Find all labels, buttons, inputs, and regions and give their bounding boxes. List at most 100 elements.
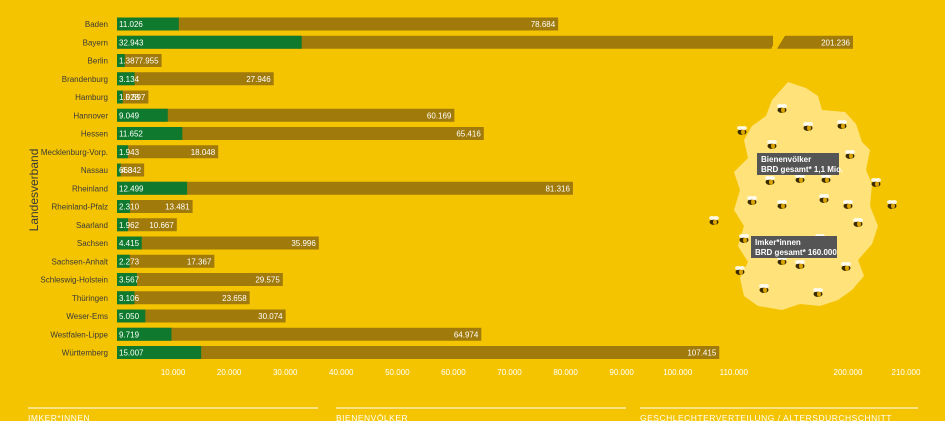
bar-bienenvoelker — [117, 327, 482, 341]
value-label-bienenvoelker: 7.955 — [139, 57, 160, 66]
value-label-imker: 1.028 — [119, 93, 140, 102]
category-label: Schleswig-Holstein — [40, 276, 108, 285]
value-label-bienenvoelker: 201.236 — [821, 38, 850, 47]
category-label: Thüringen — [72, 294, 108, 303]
bar-bienenvoelker — [117, 291, 250, 305]
bar-bienenvoelker — [117, 90, 149, 104]
x-tick-label: 110.000 — [720, 368, 749, 377]
bar-imker — [117, 127, 183, 140]
svg-text:BRD gesamt* 160.000: BRD gesamt* 160.000 — [755, 248, 837, 257]
category-label: Saarland — [76, 221, 108, 230]
footer-imker: IMKER*INNEN — [28, 413, 90, 421]
value-label-bienenvoelker: 13.481 — [165, 203, 190, 212]
annotation-imker: Imker*innen BRD gesamt* 160.000 — [751, 236, 837, 258]
value-label-bienenvoelker: 23.658 — [222, 294, 247, 303]
category-label: Berlin — [88, 57, 108, 66]
bee-icon — [759, 284, 769, 293]
bee-icon — [819, 194, 829, 203]
x-tick-label: 90.000 — [609, 368, 634, 377]
value-label-bienenvoelker: 4.842 — [121, 166, 142, 175]
category-label: Württemberg — [62, 349, 108, 358]
svg-text:Imker*innen: Imker*innen — [755, 238, 801, 247]
bar-bienenvoelker — [117, 54, 162, 67]
value-label-imker: 12.499 — [119, 184, 144, 193]
bar-imker — [117, 291, 135, 305]
value-label-bienenvoelker: 64.974 — [454, 330, 479, 339]
bar-bienenvoelker — [117, 108, 455, 122]
axis-break-gap — [771, 35, 785, 49]
value-label-imker: 15.007 — [119, 349, 144, 358]
bee-icon — [853, 218, 863, 227]
value-label-imker: 663 — [119, 166, 133, 175]
svg-text:Bienenvölker: Bienenvölker — [761, 155, 811, 164]
bar-bienenvoelker — [117, 145, 219, 159]
annotation-bienenvoelker: Bienenvölker BRD gesamt* 1,1 Mio. — [757, 153, 843, 175]
value-label-imker: 1.962 — [119, 221, 140, 230]
bar-imker — [117, 17, 179, 31]
category-label: Hamburg — [75, 93, 108, 102]
category-label: Bayern — [83, 38, 108, 47]
value-label-imker: 2.310 — [119, 203, 140, 212]
bar-imker — [117, 254, 130, 268]
bee-icon — [871, 178, 881, 187]
bar-imker — [117, 72, 135, 86]
bar-imker — [117, 108, 168, 122]
bar-bienenvoelker — [117, 236, 319, 250]
bar-bienenvoelker — [117, 127, 484, 140]
bar-imker — [117, 346, 202, 359]
value-label-imker: 11.652 — [119, 130, 143, 139]
category-label: Weser-Ems — [66, 312, 108, 321]
bar-bienenvoelker — [117, 346, 720, 359]
value-label-bienenvoelker: 78.684 — [531, 20, 556, 29]
germany-map — [734, 82, 878, 310]
bar-imker — [117, 309, 146, 323]
bee-icon — [845, 150, 855, 159]
bar-imker — [117, 90, 123, 104]
value-label-imker: 3.567 — [119, 276, 140, 285]
bee-icon — [739, 234, 749, 243]
bar-imker — [117, 273, 138, 286]
bar-bienenvoelker-break — [777, 35, 853, 49]
category-label: Rheinland-Pfalz — [52, 203, 108, 212]
y-axis-label: Landesverband — [27, 149, 41, 232]
bar-bienenvoelker — [117, 254, 215, 268]
x-tick-label: 200.000 — [834, 368, 863, 377]
value-label-imker: 32.943 — [119, 38, 144, 47]
bar-bienenvoelker — [117, 273, 283, 286]
value-label-bienenvoelker: 29.575 — [255, 276, 280, 285]
bar-imker — [117, 181, 188, 195]
x-tick-label: 60.000 — [441, 368, 466, 377]
svg-text:BRD gesamt* 1,1 Mio.: BRD gesamt* 1,1 Mio. — [761, 165, 843, 174]
x-tick-label: 30.000 — [273, 368, 298, 377]
footer-geschlecht: GESCHLECHTERVERTEILUNG / ALTERSDURCHSCHN… — [640, 413, 892, 421]
bee-icon — [841, 262, 851, 271]
bee-icon — [795, 174, 805, 183]
bee-icon — [843, 200, 853, 209]
value-label-imker: 3.134 — [119, 75, 140, 84]
bee-icon — [803, 122, 813, 131]
value-label-imker: 9.719 — [119, 330, 140, 339]
x-tick-label: 40.000 — [329, 368, 354, 377]
value-label-imker: 9.049 — [119, 111, 140, 120]
category-label: Westfalen-Lippe — [50, 330, 108, 339]
x-tick-label: 10.000 — [161, 368, 186, 377]
category-label: Rheinland — [72, 184, 108, 193]
bar-imker — [117, 200, 130, 213]
bee-icon — [821, 174, 831, 183]
value-label-bienenvoelker: 81.316 — [545, 184, 570, 193]
bar-bienenvoelker — [117, 181, 573, 195]
bar-imker — [117, 54, 125, 67]
x-tick-label: 210.000 — [892, 368, 921, 377]
value-label-imker: 11.026 — [119, 20, 143, 29]
bee-icon — [747, 196, 757, 205]
bar-imker — [117, 236, 142, 250]
bee-icon — [767, 140, 777, 149]
x-tick-label: 80.000 — [553, 368, 578, 377]
value-label-imker: 4.415 — [119, 239, 140, 248]
value-label-bienenvoelker: 60.169 — [427, 111, 452, 120]
value-label-bienenvoelker: 17.367 — [187, 257, 212, 266]
bee-icon — [765, 176, 775, 185]
category-label: Hessen — [81, 130, 108, 139]
category-label: Baden — [85, 20, 108, 29]
